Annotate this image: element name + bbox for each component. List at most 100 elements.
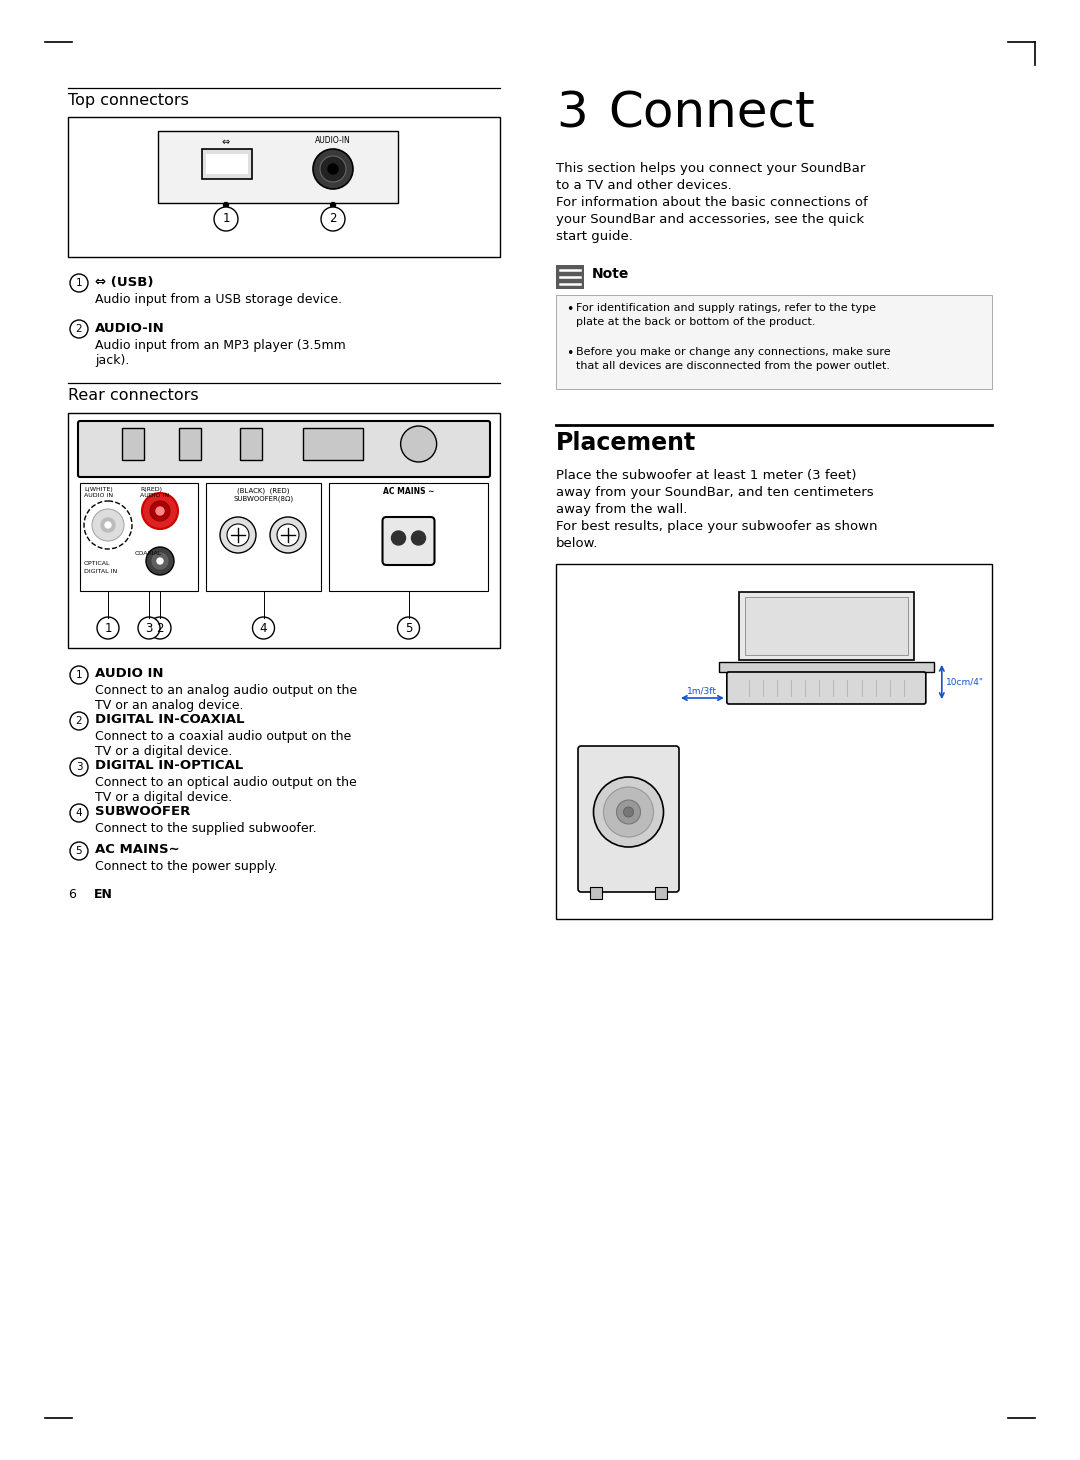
Bar — [68, 117, 500, 257]
Circle shape — [70, 666, 87, 683]
Text: that all devices are disconnected from the power outlet.: that all devices are disconnected from t… — [576, 361, 890, 371]
Bar — [241, 428, 262, 460]
Bar — [68, 413, 500, 648]
Circle shape — [149, 618, 171, 639]
Circle shape — [220, 517, 256, 553]
Circle shape — [141, 493, 178, 529]
Circle shape — [92, 510, 124, 542]
Text: 1: 1 — [105, 622, 111, 635]
Bar — [654, 888, 667, 899]
Text: 4: 4 — [76, 807, 82, 818]
Text: 1m/3ft: 1m/3ft — [687, 688, 717, 696]
Circle shape — [70, 842, 87, 860]
Circle shape — [146, 548, 174, 575]
Text: Connect to an analog audio output on the
TV or an analog device.: Connect to an analog audio output on the… — [95, 683, 357, 712]
Text: ⇔: ⇔ — [221, 137, 230, 147]
FancyBboxPatch shape — [727, 672, 926, 704]
Circle shape — [320, 156, 346, 182]
Bar — [556, 564, 993, 918]
Text: Audio input from a USB storage device.: Audio input from a USB storage device. — [95, 293, 342, 307]
Text: For best results, place your subwoofer as shown: For best results, place your subwoofer a… — [556, 520, 877, 533]
Text: Connect to the supplied subwoofer.: Connect to the supplied subwoofer. — [95, 822, 316, 835]
Circle shape — [253, 618, 274, 639]
Bar — [206, 483, 321, 591]
Circle shape — [97, 618, 119, 639]
FancyBboxPatch shape — [78, 420, 490, 477]
Circle shape — [156, 507, 164, 515]
Text: 2: 2 — [157, 622, 164, 635]
Text: 1: 1 — [222, 213, 230, 225]
Circle shape — [102, 518, 114, 531]
Text: •: • — [566, 304, 573, 315]
Text: •: • — [566, 347, 573, 361]
Text: Rear connectors: Rear connectors — [68, 388, 199, 403]
Text: SUBWOOFER: SUBWOOFER — [95, 804, 190, 818]
Text: 3: 3 — [146, 622, 152, 635]
Text: AUDIO-IN: AUDIO-IN — [315, 136, 351, 145]
Circle shape — [623, 807, 634, 818]
Circle shape — [411, 531, 426, 545]
Bar — [590, 888, 602, 899]
Text: DIGITAL IN-COAXIAL: DIGITAL IN-COAXIAL — [95, 712, 244, 726]
Circle shape — [328, 164, 338, 174]
Text: 3: 3 — [76, 762, 82, 772]
Circle shape — [617, 800, 640, 823]
Circle shape — [313, 149, 353, 188]
Text: away from the wall.: away from the wall. — [556, 504, 687, 515]
Bar — [202, 149, 252, 180]
Text: below.: below. — [556, 537, 598, 550]
Text: Top connectors: Top connectors — [68, 93, 189, 108]
Text: ⇔ (USB): ⇔ (USB) — [95, 276, 153, 289]
Circle shape — [105, 523, 111, 529]
Text: For identification and supply ratings, refer to the type: For identification and supply ratings, r… — [576, 304, 876, 312]
Text: 6: 6 — [68, 888, 76, 901]
Circle shape — [70, 320, 87, 339]
Circle shape — [401, 426, 436, 461]
Circle shape — [594, 777, 663, 847]
Text: away from your SoundBar, and ten centimeters: away from your SoundBar, and ten centime… — [556, 486, 874, 499]
Circle shape — [270, 517, 306, 553]
Circle shape — [604, 787, 653, 837]
Bar — [122, 428, 144, 460]
Text: This section helps you connect your SoundBar: This section helps you connect your Soun… — [556, 162, 865, 175]
Text: start guide.: start guide. — [556, 231, 633, 242]
Text: to a TV and other devices.: to a TV and other devices. — [556, 180, 732, 193]
Text: your SoundBar and accessories, see the quick: your SoundBar and accessories, see the q… — [556, 213, 864, 226]
Text: 2: 2 — [76, 324, 82, 334]
Circle shape — [227, 524, 249, 546]
Bar — [745, 597, 908, 656]
Bar — [179, 428, 201, 460]
Circle shape — [150, 501, 170, 521]
Text: Audio input from an MP3 player (3.5mm
jack).: Audio input from an MP3 player (3.5mm ja… — [95, 339, 346, 366]
Text: AUDIO IN: AUDIO IN — [84, 493, 113, 498]
Text: 1: 1 — [76, 277, 82, 288]
Circle shape — [276, 524, 299, 546]
Bar — [158, 131, 399, 203]
FancyBboxPatch shape — [382, 517, 434, 565]
Circle shape — [391, 531, 405, 545]
Circle shape — [70, 758, 87, 777]
Circle shape — [214, 207, 238, 231]
FancyBboxPatch shape — [578, 746, 679, 892]
Circle shape — [321, 207, 345, 231]
Text: R(RED): R(RED) — [140, 488, 162, 492]
Text: Note: Note — [592, 267, 630, 280]
Text: (BLACK)  (RED): (BLACK) (RED) — [238, 488, 289, 493]
Bar — [556, 295, 993, 388]
Circle shape — [70, 712, 87, 730]
Text: 5: 5 — [76, 845, 82, 856]
Circle shape — [152, 553, 168, 569]
Text: AC MAINS ∼: AC MAINS ∼ — [382, 488, 434, 496]
Text: AUDIO IN: AUDIO IN — [140, 493, 170, 498]
Text: Place the subwoofer at least 1 meter (3 feet): Place the subwoofer at least 1 meter (3 … — [556, 469, 856, 482]
Circle shape — [330, 203, 336, 207]
Text: DIGITAL IN: DIGITAL IN — [84, 569, 118, 574]
Circle shape — [138, 618, 160, 639]
Text: 10cm/4": 10cm/4" — [946, 677, 984, 686]
Circle shape — [70, 274, 87, 292]
Text: OPTICAL: OPTICAL — [84, 561, 110, 566]
Text: Before you make or change any connections, make sure: Before you make or change any connection… — [576, 347, 891, 358]
Bar — [206, 153, 248, 174]
Bar — [556, 266, 584, 289]
Text: 2: 2 — [329, 213, 337, 225]
